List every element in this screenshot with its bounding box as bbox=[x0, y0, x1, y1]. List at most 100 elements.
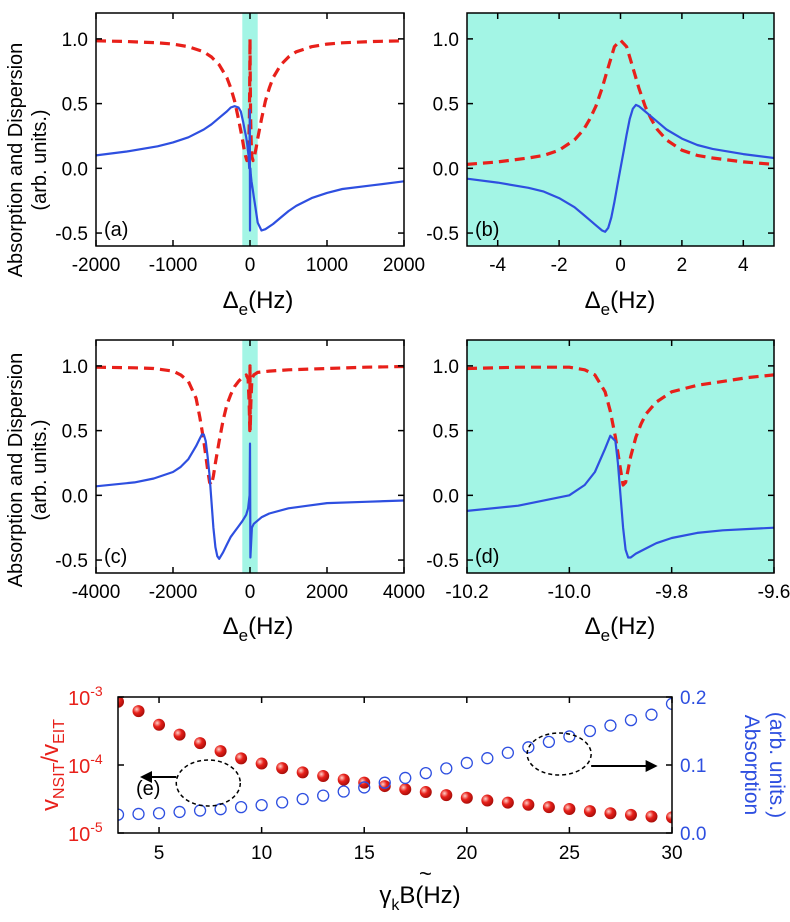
xtick-label-a-3: 1000 bbox=[306, 255, 348, 276]
ratio-point bbox=[337, 773, 350, 786]
ytick-label-b-0: -0.5 bbox=[426, 224, 459, 245]
ratio-point bbox=[604, 807, 617, 820]
e-xlabel: γkB(Hz) bbox=[379, 882, 460, 914]
highlight-band-d bbox=[467, 340, 774, 573]
ratio-point bbox=[501, 796, 514, 809]
absorption-point bbox=[214, 803, 227, 816]
ytick-label-d-3: 1.0 bbox=[433, 357, 459, 378]
absorption-curve-b bbox=[467, 38, 774, 166]
ytick-left-label-e-0: 10-5 bbox=[68, 819, 103, 846]
left-axis-arrow-head bbox=[140, 771, 152, 783]
absorption-point bbox=[542, 735, 556, 749]
absorption-point bbox=[193, 804, 207, 817]
dispersion-curve-c bbox=[96, 433, 404, 560]
dispersion-curve-d bbox=[467, 434, 774, 559]
absorption-point bbox=[501, 746, 515, 759]
ytick-label-d-1: 0.0 bbox=[433, 486, 459, 507]
xlabel-c: Δe(Hz) bbox=[223, 613, 294, 645]
absorption-point bbox=[152, 807, 166, 820]
ratio-point bbox=[194, 737, 207, 750]
panel-c: -4000 -2000 0 2000 4000 -0.5 0.0 0.5 1.0 (c) bbox=[55, 339, 425, 603]
xtick-label-e-4: 25 bbox=[559, 843, 580, 864]
ratio-point bbox=[173, 728, 186, 741]
absorption-point bbox=[132, 807, 145, 821]
panel-b: -4 -2 0 2 4 -0.5 0.0 0.5 1.0 (b) bbox=[426, 12, 775, 276]
xtick-label-a-0: -2000 bbox=[72, 255, 121, 276]
ytick-right-label-e-1: 0.1 bbox=[680, 756, 706, 777]
xtick-label-b-3: 2 bbox=[677, 255, 688, 276]
xtick-label-a-4: 2000 bbox=[383, 255, 425, 276]
ratio-point bbox=[419, 786, 432, 799]
absorption-point bbox=[378, 776, 391, 789]
xtick-label-b-0: -4 bbox=[489, 255, 506, 276]
absorption-point bbox=[440, 762, 453, 775]
absorption-point bbox=[234, 801, 248, 814]
ratio-point bbox=[666, 811, 672, 824]
absorption-highlight-ellipse bbox=[526, 732, 592, 776]
absorption-point bbox=[399, 771, 412, 785]
xtick-label-e-1: 10 bbox=[251, 843, 272, 864]
ytick-label-b-3: 1.0 bbox=[433, 30, 459, 51]
ytick-right-label-e-2: 0.2 bbox=[680, 688, 706, 709]
absorption-point bbox=[624, 713, 638, 727]
ytick-label-b-1: 0.0 bbox=[433, 159, 459, 180]
absorption-point bbox=[317, 789, 330, 802]
ratio-point bbox=[255, 757, 268, 770]
ratio-point bbox=[624, 808, 637, 821]
absorption-point bbox=[604, 719, 617, 732]
xtick-label-a-2: 0 bbox=[245, 255, 256, 276]
xtick-label-b-4: 4 bbox=[738, 255, 749, 276]
ratio-point bbox=[440, 789, 453, 802]
ytick-label-a-3: 1.0 bbox=[62, 30, 88, 51]
panel-a: -2000 -1000 0 1000 2000 -0.5 0.0 0.5 1.0 (a) bbox=[55, 12, 425, 276]
absorption-point bbox=[481, 752, 494, 765]
xtick-label-e-0: 5 bbox=[154, 843, 165, 864]
xtick-label-c-3: 2000 bbox=[306, 582, 348, 603]
ratio-point bbox=[399, 783, 412, 796]
frame-d bbox=[466, 339, 775, 574]
xlabel-d: Δe(Hz) bbox=[585, 613, 656, 645]
absorption-point bbox=[296, 792, 309, 806]
xtick-label-c-1: -2000 bbox=[149, 582, 198, 603]
ratio-point bbox=[358, 776, 371, 789]
ytick-left-label-e-2: 10-3 bbox=[68, 683, 103, 710]
ylabel-mid-line1: Absorption and Dispersion bbox=[5, 353, 27, 588]
panel-e: 5 10 15 20 25 30 10-5 10-4 10-3 0.0 0.1 0.2 (e) bbox=[68, 683, 706, 864]
ratio-point bbox=[460, 791, 473, 804]
ratio-point bbox=[276, 762, 289, 775]
xtick-label-e-2: 15 bbox=[354, 843, 375, 864]
ytick-label-d-0: -0.5 bbox=[426, 551, 459, 572]
right-axis-arrow-head bbox=[645, 760, 658, 772]
absorption-point bbox=[255, 798, 268, 812]
ytick-label-a-2: 0.5 bbox=[62, 95, 88, 116]
e-left-label: vNSIT/vEIT bbox=[37, 719, 68, 811]
panel-label-c: (c) bbox=[104, 546, 127, 568]
ratio-point bbox=[378, 780, 391, 793]
ratio-point bbox=[132, 705, 145, 718]
absorption-point bbox=[419, 767, 432, 780]
ratio-point bbox=[317, 769, 330, 782]
ratio-point bbox=[235, 752, 248, 765]
xtick-label-d-2: -9.8 bbox=[655, 582, 688, 603]
ylabel-top-line1: Absorption and Dispersion bbox=[5, 43, 27, 278]
panel-label-e: (e) bbox=[136, 778, 160, 800]
xtick-label-d-1: -10.0 bbox=[548, 582, 591, 603]
ylabel-top-line2: (arb. units.) bbox=[29, 109, 51, 210]
xlabel-b: Δe(Hz) bbox=[585, 287, 656, 319]
absorption-point bbox=[645, 708, 658, 721]
xtick-label-a-1: -1000 bbox=[149, 255, 198, 276]
absorption-point bbox=[118, 808, 125, 821]
absorption-point bbox=[460, 756, 473, 770]
absorption-curve-c bbox=[96, 364, 404, 487]
ytick-label-c-0: -0.5 bbox=[55, 551, 88, 572]
xtick-label-d-3: -9.6 bbox=[758, 582, 790, 603]
e-right-label-line2: (arb. units.) bbox=[765, 712, 788, 818]
ytick-label-c-2: 0.5 bbox=[62, 422, 88, 443]
panel-label-b: (b) bbox=[475, 219, 499, 241]
panel-label-a: (a) bbox=[104, 219, 128, 241]
dispersion-curve-b bbox=[467, 103, 774, 233]
ratio-point bbox=[563, 803, 576, 816]
absorption-point bbox=[173, 805, 186, 819]
ytick-label-c-1: 0.0 bbox=[62, 486, 88, 507]
